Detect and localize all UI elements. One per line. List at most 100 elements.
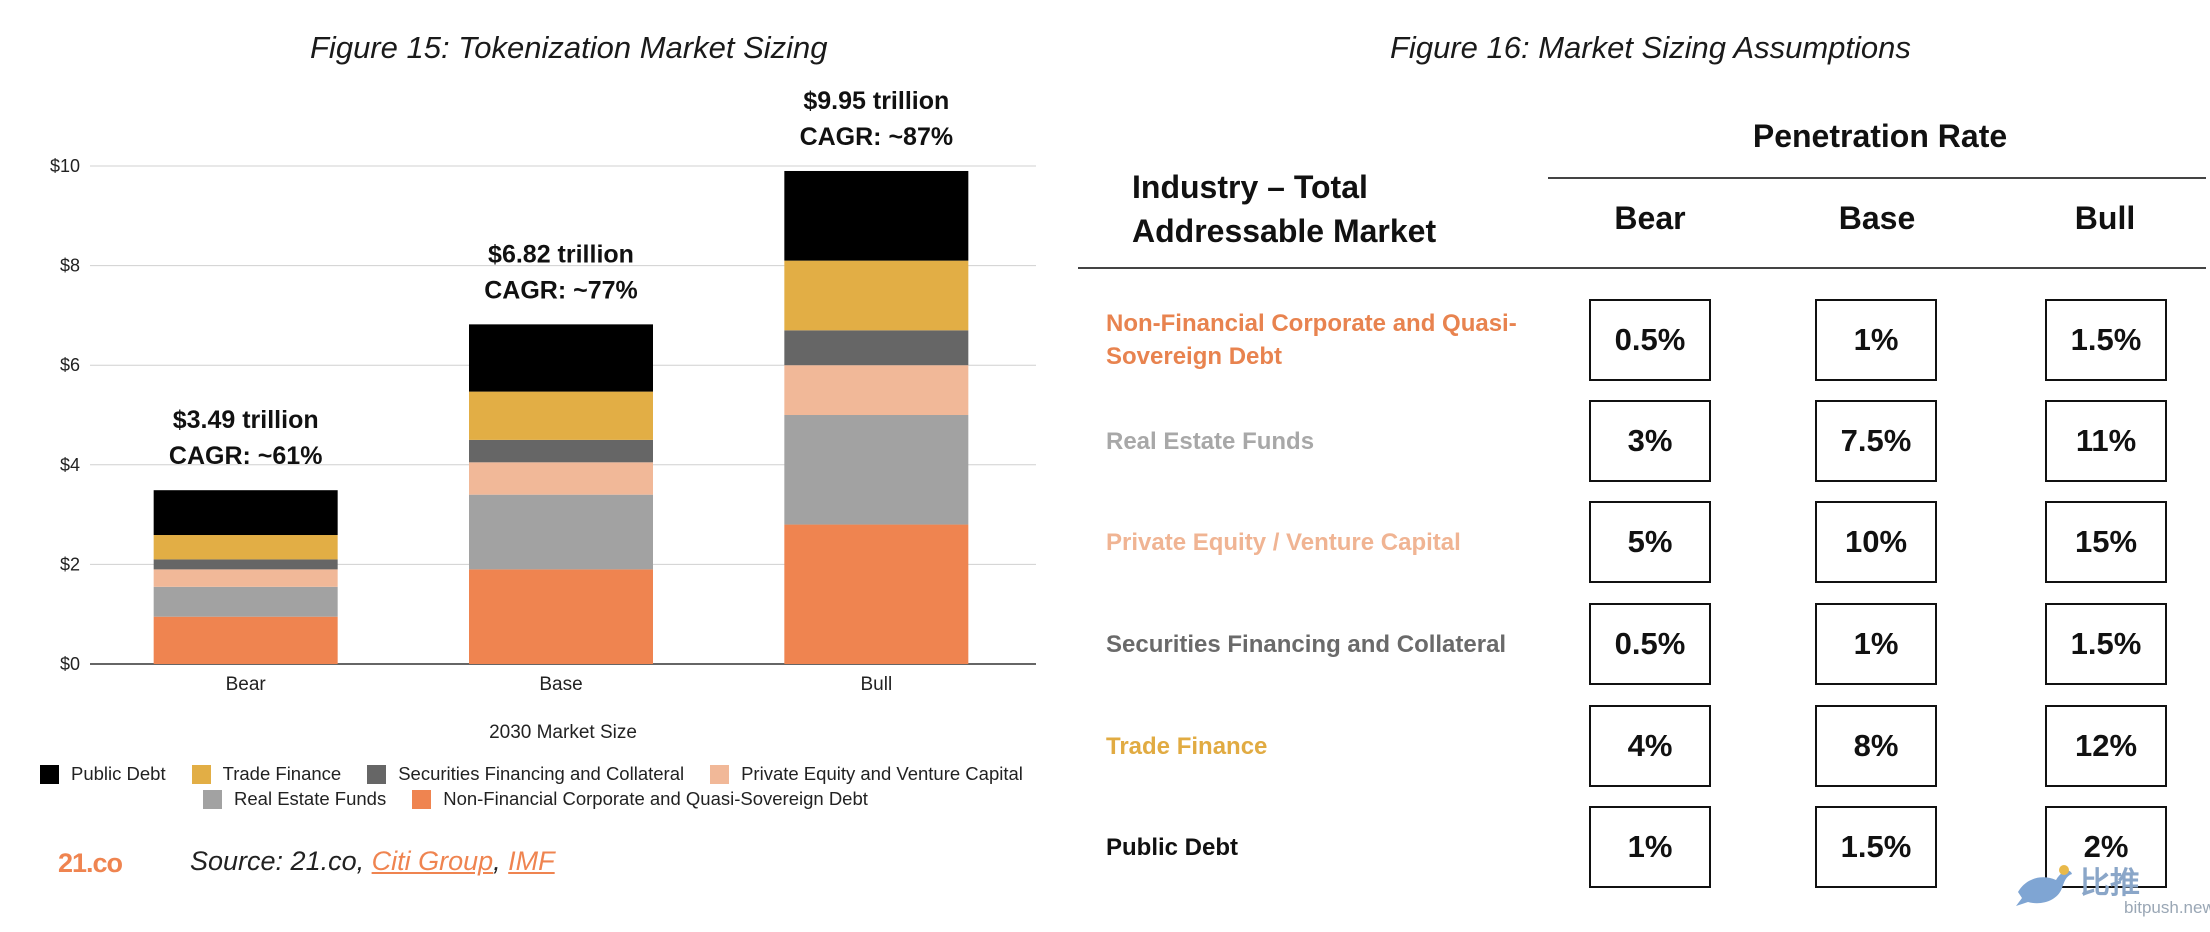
bar-segment: [469, 439, 653, 463]
x-category-label: Base: [539, 674, 582, 695]
bar-annotations: $3.49 trillion CAGR: ~61% $6.82 trillion CA…: [169, 87, 953, 470]
watermark-cn-text: 比推: [2080, 867, 2140, 900]
penetration-cell: 1%: [1815, 603, 1937, 685]
legend-item: Securities Financing and Collateral: [367, 763, 684, 785]
y-tick-label: $8: [60, 256, 80, 276]
legend-swatch: [412, 789, 432, 809]
source-prefix: Source: 21.co,: [190, 846, 372, 876]
penetration-cell: 1.5%: [2045, 299, 2167, 381]
row-label: Non-Financial Corporate and Quasi-Sovere…: [1106, 310, 1517, 370]
row-label: Securities Financing and Collateral: [1106, 630, 1507, 658]
figure-15-title: Figure 15: Tokenization Market Sizing: [310, 30, 828, 65]
legend-label: Trade Finance: [222, 763, 342, 784]
y-tick-label: $0: [60, 654, 80, 674]
bar-segment: [153, 569, 338, 587]
penetration-cell: 8%: [1815, 705, 1937, 787]
legend-swatch: [40, 764, 59, 784]
column-header-base: Base: [1838, 200, 1916, 236]
column-header-bear: Bear: [1614, 200, 1686, 236]
table-header-rule: [1078, 267, 2206, 269]
legend-label: Non-Financial Corporate and Quasi-Sovere…: [443, 788, 868, 809]
watermark-url: bitpush.news: [2124, 898, 2210, 917]
figure-16-title: Figure 16: Market Sizing Assumptions: [1390, 30, 1911, 65]
legend-swatch: [367, 764, 387, 784]
bar-segment: [153, 559, 338, 570]
penetration-cell: 0.5%: [1589, 299, 1711, 381]
bar-segment: [784, 260, 969, 331]
legend-label: Private Equity and Venture Capital: [741, 763, 1023, 784]
bar-segment: [784, 365, 969, 415]
penetration-cell: 1.5%: [1815, 806, 1937, 888]
bar-total-label: $6.82 trillion: [488, 240, 634, 268]
penetration-cell: 1%: [1815, 299, 1937, 381]
source-line: Source: 21.co, Citi Group, IMF: [190, 846, 555, 877]
imf-link[interactable]: IMF: [508, 846, 555, 876]
bitpush-watermark: 比推 bitpush.news: [2012, 858, 2210, 928]
bar-segment: [784, 330, 969, 366]
penetration-cell: 11%: [2045, 400, 2167, 482]
bar-segment: [469, 494, 653, 570]
legend-row-2: Real Estate Funds Non-Financial Corporate…: [203, 788, 868, 810]
legend-item: Non-Financial Corporate and Quasi-Sovere…: [412, 788, 868, 810]
row-label: Trade Finance: [1106, 732, 1268, 760]
bar-segment: [469, 391, 653, 440]
legend-item: Trade Finance: [191, 763, 342, 785]
legend-swatch: [710, 764, 730, 784]
row-label: Real Estate Funds: [1106, 427, 1315, 455]
bar-cagr-label: CAGR: ~61%: [169, 442, 323, 470]
bar-segment: [469, 462, 653, 495]
penetration-cell: 1.5%: [2045, 603, 2167, 685]
y-tick-label: $10: [50, 156, 80, 176]
source-comma: ,: [493, 846, 509, 876]
legend-label: Real Estate Funds: [234, 788, 387, 809]
penetration-cell: 5%: [1589, 501, 1711, 583]
penetration-cell: 0.5%: [1589, 603, 1711, 685]
penetration-cell: 4%: [1589, 705, 1711, 787]
bird-logo-icon: [2016, 865, 2072, 906]
bar-segment: [153, 616, 338, 664]
bar-segment: [784, 415, 969, 525]
penetration-cell: 3%: [1589, 400, 1711, 482]
legend-row-1: Public Debt Trade Finance Securities Finan…: [40, 763, 1023, 785]
bar-segment: [153, 490, 338, 536]
bar-segment: [469, 569, 653, 664]
penetration-cell: 10%: [1815, 501, 1937, 583]
bar-segment: [153, 535, 338, 560]
penetration-rate-header: Penetration Rate: [1752, 118, 2008, 154]
stacked-bar-chart: $0 $2 $4 $6 $8 $10 Bear Base Bull $3.49 trillio…: [50, 87, 1036, 740]
bar-total-label: $9.95 trillion: [803, 87, 949, 115]
bar-stacks: [153, 170, 969, 664]
header-divider: [1548, 177, 2206, 179]
row-label: Public Debt: [1106, 833, 1239, 861]
brand-logo: 21.co: [58, 848, 123, 878]
y-tick-label: $6: [60, 355, 80, 375]
bar-segment: [469, 324, 653, 392]
penetration-cell: 12%: [2045, 705, 2167, 787]
row-label: Private Equity / Venture Capital: [1106, 528, 1461, 556]
legend-item: Private Equity and Venture Capital: [710, 763, 1023, 785]
penetration-cell: 7.5%: [1815, 400, 1937, 482]
y-axis-ticks: $0 $2 $4 $6 $8 $10: [50, 156, 80, 674]
y-tick-label: $2: [60, 554, 80, 574]
bar-segment: [784, 170, 969, 261]
legend-swatch: [203, 789, 222, 809]
bar-total-label: $3.49 trillion: [173, 406, 319, 434]
legend-item: Real Estate Funds: [203, 788, 386, 810]
bar-cagr-label: CAGR: ~87%: [800, 123, 954, 151]
legend-label: Public Debt: [71, 763, 166, 784]
citi-group-link[interactable]: Citi Group: [371, 846, 494, 876]
penetration-cell: 15%: [2045, 501, 2167, 583]
x-category-label: Bull: [860, 674, 892, 695]
bar-segment: [153, 586, 338, 617]
legend-swatch: [191, 764, 211, 784]
industry-column-header: Industry – Total Addressable Market: [1132, 169, 1437, 249]
bar-cagr-label: CAGR: ~77%: [484, 276, 638, 304]
column-header-bull: Bull: [2074, 200, 2136, 236]
x-axis-label: 2030 Market Size: [489, 722, 637, 740]
x-axis-categories: Bear Base Bull: [226, 674, 893, 695]
legend-label: Securities Financing and Collateral: [398, 763, 685, 784]
x-category-label: Bear: [226, 674, 267, 695]
y-tick-label: $4: [60, 455, 80, 475]
bar-segment: [784, 524, 969, 664]
legend-item: Public Debt: [40, 763, 166, 785]
